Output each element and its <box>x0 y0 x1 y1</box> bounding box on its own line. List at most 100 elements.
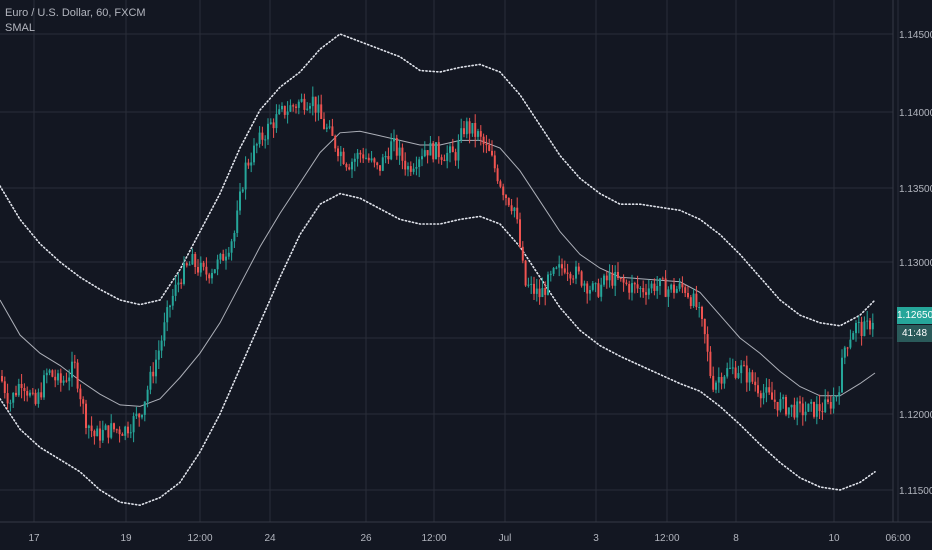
candle-body <box>586 283 589 294</box>
candle-body <box>664 278 667 297</box>
candle-body <box>93 430 96 437</box>
candle-body <box>225 256 227 261</box>
candle-body <box>381 157 384 171</box>
candle-body <box>852 333 855 340</box>
candle-body <box>185 263 188 266</box>
candle-body <box>205 266 208 275</box>
candle-body <box>401 147 404 161</box>
envelope-band-line <box>0 192 876 507</box>
candle-body <box>547 274 549 295</box>
candle-body <box>59 373 62 383</box>
candle-body <box>278 109 281 114</box>
candle-body <box>443 159 446 161</box>
candle-body <box>499 181 502 187</box>
candle-body <box>530 283 533 285</box>
candle-body <box>737 373 740 378</box>
candle-body <box>754 381 757 386</box>
candle-body <box>267 123 269 140</box>
candle-body <box>636 284 639 289</box>
candle-body <box>698 307 701 308</box>
candle-body <box>482 136 485 144</box>
candle-body <box>390 141 393 160</box>
candle-body <box>415 167 418 169</box>
candle-body <box>297 101 300 108</box>
candle-body <box>743 365 745 367</box>
candle-body <box>605 275 608 281</box>
candle-body <box>429 142 432 156</box>
candle-body <box>558 264 561 268</box>
y-tick-label: 1.13500 <box>899 184 932 195</box>
candle-body <box>460 128 463 141</box>
candle-body <box>146 389 149 402</box>
candle-body <box>709 351 712 376</box>
candle-body <box>622 278 625 283</box>
candle-body <box>334 135 337 149</box>
candle-body <box>773 399 776 402</box>
candle-body <box>269 122 272 124</box>
candle-body <box>776 402 779 411</box>
candle-body <box>538 288 541 298</box>
indicator-label[interactable]: SMAL <box>5 22 35 34</box>
candle-body <box>524 260 527 286</box>
candle-body <box>757 385 759 394</box>
candle-body <box>759 393 762 399</box>
candle-body <box>359 152 362 155</box>
candle-body <box>404 160 407 170</box>
candle-body <box>642 288 645 293</box>
candle-body <box>561 264 563 269</box>
candle-body <box>143 401 146 415</box>
candle-body <box>849 339 852 348</box>
grid <box>0 0 899 522</box>
candle-body <box>325 127 328 129</box>
candle-body <box>692 293 695 306</box>
candle-body <box>20 384 23 388</box>
candle-body <box>670 284 673 290</box>
candle-body <box>96 428 99 437</box>
candle-body <box>869 320 871 330</box>
candle-body <box>227 252 230 257</box>
candle-body <box>465 121 468 135</box>
candle-body <box>659 278 661 286</box>
candle-body <box>471 123 474 134</box>
candle-body <box>387 156 390 160</box>
candle-body <box>292 105 295 107</box>
candle-body <box>250 162 253 166</box>
candle-body <box>603 275 605 285</box>
candle-body <box>454 152 457 161</box>
candle-body <box>701 307 703 319</box>
candle-body <box>510 205 513 212</box>
candle-body <box>857 321 860 323</box>
candle-body <box>533 283 535 294</box>
candle-body <box>729 367 731 369</box>
candle-body <box>171 295 174 306</box>
candle-body <box>222 253 225 261</box>
candle-body <box>801 403 804 416</box>
candle-body <box>810 401 813 404</box>
candle-body <box>26 391 29 396</box>
candle-body <box>160 340 163 351</box>
candle-body <box>393 138 395 142</box>
candle-body <box>645 292 647 295</box>
x-tick-label: 24 <box>264 533 276 544</box>
candle-body <box>563 268 566 273</box>
candle-body <box>57 373 59 381</box>
candle-body <box>188 264 191 266</box>
candle-body <box>99 428 101 441</box>
candle-body <box>575 266 577 279</box>
candle-body <box>85 403 87 428</box>
candle-body <box>446 152 449 161</box>
candle-body <box>337 148 339 157</box>
candle-body <box>423 150 426 157</box>
candle-body <box>835 396 838 398</box>
x-tick-label: 8 <box>733 533 739 544</box>
candle-body <box>183 263 185 284</box>
candle-body <box>177 282 180 285</box>
candle-body <box>351 161 353 170</box>
candle-body <box>384 156 387 158</box>
x-tick-label: Jul <box>499 533 512 544</box>
candle-body <box>863 321 866 337</box>
candle-body <box>580 271 583 286</box>
candle-body <box>855 323 857 334</box>
candle-body <box>129 432 132 434</box>
